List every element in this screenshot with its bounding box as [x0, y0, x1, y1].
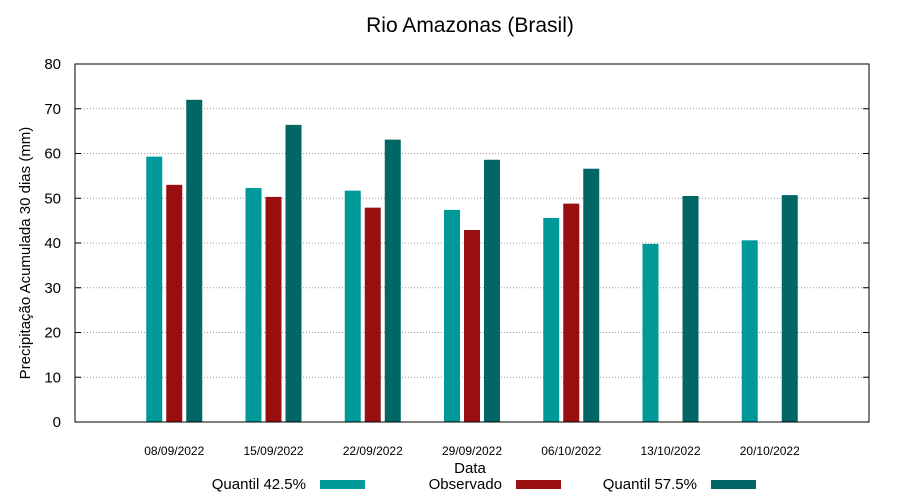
x-tick-label: 20/10/2022: [740, 444, 800, 458]
legend-label: Quantil 42.5%: [212, 476, 306, 493]
bar-0-4: [543, 217, 560, 422]
bar-1-0: [166, 184, 183, 422]
bar-0-1: [245, 187, 262, 422]
x-tick-label: 29/09/2022: [442, 444, 502, 458]
bar-1-1: [265, 196, 282, 422]
y-tick-label: 50: [44, 190, 61, 207]
x-tick-label: 06/10/2022: [541, 444, 601, 458]
y-tick-label: 0: [53, 414, 61, 431]
x-tick-label: 22/09/2022: [343, 444, 403, 458]
legend-label: Observado: [429, 476, 502, 493]
y-axis-label: Precipitação Acumulada 30 dias (mm): [17, 127, 34, 380]
y-tick-label: 20: [44, 325, 61, 342]
bar-2-5: [682, 196, 699, 422]
x-tick-label: 08/09/2022: [144, 444, 204, 458]
y-tick-label: 80: [44, 56, 61, 73]
bar-2-3: [484, 159, 500, 422]
grid-lines: [75, 108, 869, 378]
bar-0-2: [344, 190, 361, 422]
y-tick-label: 40: [44, 235, 61, 252]
plot-frame: [74, 63, 870, 423]
legend-swatch: [711, 480, 756, 489]
bar-0-5: [642, 243, 659, 422]
bar-2-2: [384, 139, 401, 422]
x-axis-ticks: 08/09/2022 15/09/2022 22/09/2022 29/09/2022…: [144, 444, 800, 458]
bar-0-0: [146, 156, 163, 422]
legend-swatch: [320, 480, 365, 489]
y-tick-label: 70: [44, 101, 61, 118]
x-axis-label: Data: [454, 460, 486, 477]
x-tick-label: 13/10/2022: [640, 444, 700, 458]
y-tick-label: 10: [44, 369, 61, 386]
bar-0-6: [741, 240, 758, 422]
bar-1-2: [364, 207, 381, 422]
chart-title: Rio Amazonas (Brasil): [366, 14, 574, 37]
legend-swatch: [516, 480, 561, 489]
legend-label: Quantil 57.5%: [603, 476, 697, 493]
bar-2-0: [186, 99, 203, 423]
bar-2-1: [285, 124, 302, 423]
bar-2-4: [583, 168, 600, 422]
y-tick-label: 60: [44, 146, 61, 163]
y-tick-label: 30: [44, 280, 61, 297]
legend: Quantil 42.5% Observado Quantil 57.5%: [212, 476, 756, 493]
bar-1-3: [464, 230, 480, 422]
bar-2-6: [781, 195, 798, 422]
x-tick-label: 15/09/2022: [243, 444, 303, 458]
bars: [146, 99, 798, 423]
y-axis-ticks: 0 10 20 30 40 50 60 70 80: [44, 56, 869, 431]
bar-1-4: [563, 203, 580, 422]
bar-0-3: [444, 209, 460, 422]
